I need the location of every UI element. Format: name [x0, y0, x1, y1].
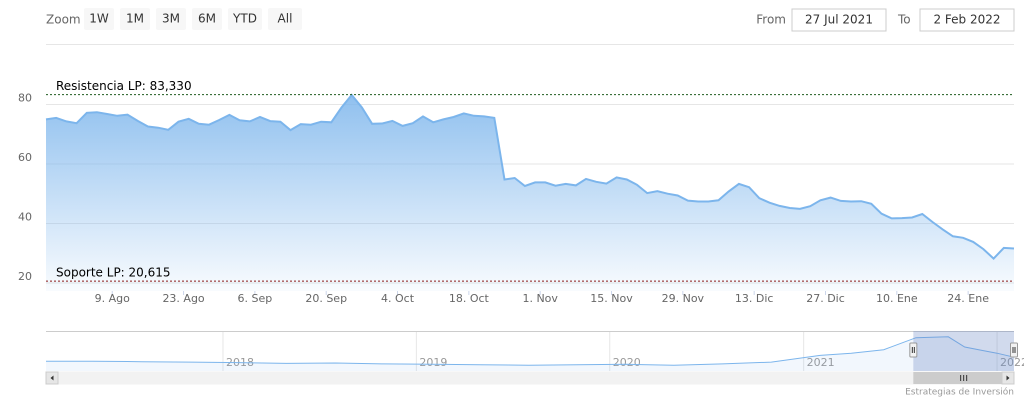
navigator-handle[interactable] [1010, 342, 1018, 358]
zoom-button[interactable] [120, 8, 150, 30]
x-tick-label: 15. Nov [590, 292, 633, 305]
zoom-button-label[interactable]: 1M [126, 12, 144, 26]
navigator-tick-label: 2019 [419, 356, 447, 369]
to-value[interactable]: 2 Feb 2022 [933, 13, 1000, 27]
zoom-button-label[interactable]: YTD [232, 12, 257, 26]
navigator-mask[interactable] [913, 331, 1014, 371]
plot-line-label: Soporte LP: 20,615 [56, 266, 171, 280]
zoom-button[interactable] [192, 8, 222, 30]
plot-line-label: Resistencia LP: 83,330 [56, 79, 192, 93]
x-tick-label: 20. Sep [305, 292, 347, 305]
zoom-button-label[interactable]: 6M [198, 12, 216, 26]
from-input[interactable] [791, 8, 887, 32]
navigator-tick-label: 2020 [613, 356, 641, 369]
navigator-handle-grip [911, 347, 915, 353]
zoom-button-label[interactable]: 1W [89, 12, 109, 26]
navigator-area [46, 336, 1014, 371]
x-tick-label: 27. Dic [806, 292, 845, 305]
navigator-tick-label: 2021 [807, 356, 835, 369]
x-tick-label: 24. Ene [947, 292, 989, 305]
zoom-button-label[interactable]: 3M [162, 12, 180, 26]
scrollbar-track [45, 371, 1015, 385]
navigator-handle-grip [1012, 347, 1016, 353]
x-tick-label: 29. Nov [662, 292, 705, 305]
area-line [45, 93, 1015, 261]
y-tick-label: 40 [18, 210, 32, 223]
scrollbar-grip [960, 375, 968, 381]
y-tick-label: 80 [18, 91, 32, 104]
x-tick-label: 23. Ago [162, 292, 204, 305]
credits: Estrategias de Inversión [905, 387, 1014, 398]
x-tick-label: 18. Oct [449, 292, 490, 305]
scrollbar-left-arrow [50, 375, 54, 381]
x-tick-label: 6. Sep [238, 292, 273, 305]
zoom-button[interactable] [268, 8, 302, 30]
navigator-handle[interactable] [909, 342, 918, 358]
zoom-button[interactable] [228, 8, 262, 30]
y-tick-label: 60 [18, 151, 32, 164]
from-value[interactable]: 27 Jul 2021 [805, 13, 873, 27]
x-tick-label: 9. Ago [95, 292, 130, 305]
x-tick-label: 1. Nov [522, 292, 558, 305]
to-input[interactable] [919, 8, 1015, 32]
x-tick-label: 13. Dic [735, 292, 774, 305]
zoom-button-label[interactable]: All [278, 12, 293, 26]
area-fill [46, 95, 1014, 291]
scrollbar-right-arrow [1006, 375, 1010, 381]
y-tick-label: 20 [18, 270, 32, 283]
x-tick-label: 10. Ene [876, 292, 918, 305]
zoom-button[interactable] [84, 8, 114, 30]
zoom-label: Zoom [46, 13, 81, 27]
navigator-line [46, 336, 1015, 366]
to-label: To [897, 13, 911, 27]
navigator-tick-label: 2022 [1000, 356, 1024, 369]
zoom-button[interactable] [156, 8, 186, 30]
from-label: From [756, 13, 786, 27]
x-tick-label: 4. Oct [381, 292, 415, 305]
